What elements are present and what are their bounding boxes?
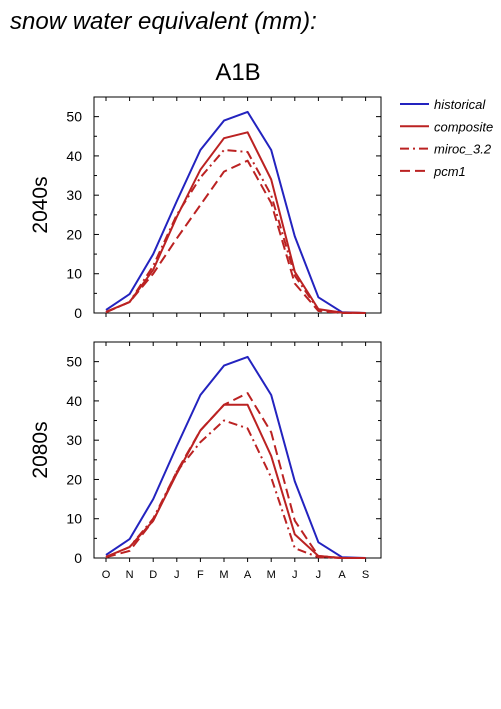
y-tick-label: 10 [66, 511, 82, 527]
chart-panels: 0 10 20 30 40 50 2040s 0 10 20 30 40 50 O N D J F M A M J J A S 2… [29, 96, 382, 581]
series-line-historical [105, 110, 366, 314]
x-tick-label: S [362, 569, 369, 581]
y-tick-label: 30 [66, 187, 82, 203]
plot-frame [93, 96, 382, 314]
series-line-miroc_3.2 [105, 419, 366, 559]
series-line-composite [105, 131, 366, 314]
x-tick-label: J [292, 569, 298, 581]
y-tick-label: 40 [66, 393, 82, 409]
x-tick-label: J [174, 569, 180, 581]
y-tick-label: 50 [66, 109, 82, 125]
legend-label: miroc_3.2 [434, 142, 492, 157]
y-tick-label: 10 [66, 266, 82, 282]
page-title: snow water equivalent (mm): [10, 8, 317, 35]
y-tick-label: 50 [66, 354, 82, 370]
legend-label: historical [434, 97, 486, 112]
plot-frame [93, 341, 382, 559]
legend-label: pcm1 [433, 164, 466, 179]
series-line-pcm1 [105, 159, 366, 314]
panel-label: 2080s [29, 421, 52, 478]
x-tick-label: A [338, 569, 346, 581]
x-tick-label: M [267, 569, 276, 581]
y-tick-label: 40 [66, 148, 82, 164]
x-tick-label: F [197, 569, 204, 581]
panel-2040s: 0 10 20 30 40 50 2040s [29, 96, 382, 321]
series-line-composite [105, 403, 366, 559]
scenario-title: A1B [215, 59, 260, 86]
y-tick-label: 20 [66, 471, 82, 487]
series-line-historical [105, 355, 366, 559]
series-line-miroc_3.2 [105, 149, 366, 314]
y-tick-label: 30 [66, 432, 82, 448]
x-tick-label: A [244, 569, 252, 581]
panel-label: 2040s [29, 176, 52, 233]
x-tick-label: D [149, 569, 157, 581]
series-line-pcm1 [105, 392, 366, 559]
x-tick-label: J [316, 569, 322, 581]
x-tick-label: N [126, 569, 134, 581]
y-tick-label: 20 [66, 226, 82, 242]
panel-2080s: 0 10 20 30 40 50 O N D J F M A M J J A S 2080s [29, 341, 382, 581]
y-tick-label: 0 [74, 550, 82, 566]
legend-label: composite [434, 119, 493, 134]
legend: historical composite miroc_3.2 pcm1 [400, 97, 493, 179]
y-tick-label: 0 [74, 305, 82, 321]
x-tick-label: M [219, 569, 228, 581]
x-tick-label: O [102, 569, 111, 581]
